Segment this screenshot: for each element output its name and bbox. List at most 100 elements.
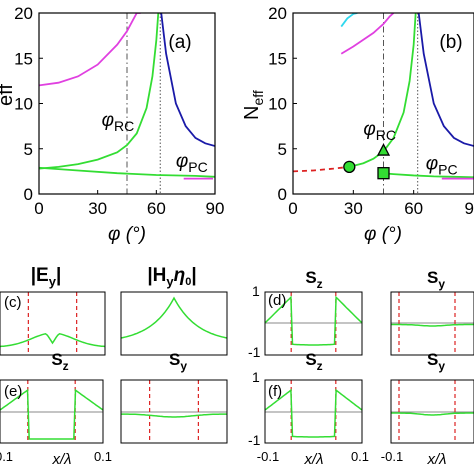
panel-b-xtick-label-2: 60 xyxy=(404,199,423,218)
ytick-f-bottom: -1 xyxy=(248,432,261,448)
title-f2: Sy xyxy=(427,350,445,373)
xlabel-f: x/λ xyxy=(303,451,323,468)
panel-b-annotation-0: φRC xyxy=(363,119,396,143)
xlabel-e: x/λ xyxy=(51,451,71,468)
panel-a-ytick-label-0: 0 xyxy=(24,185,33,204)
title-e1-sub: z xyxy=(63,359,69,373)
panel-a-annotation-0: φRC xyxy=(102,110,135,134)
title-c2-sub: y xyxy=(166,274,174,289)
panel-b-series-1 xyxy=(340,13,395,55)
ytick-d-bottom: -1 xyxy=(248,344,261,360)
panel-b-series-6 xyxy=(293,165,350,173)
title-e1: Sz xyxy=(51,350,68,373)
panel-a-plot-area xyxy=(39,13,215,194)
panel-a-xticks: 0 30 60 90 xyxy=(34,190,224,218)
panel-b-xticks: 0 30 60 9 xyxy=(288,190,474,218)
small-panel-f1-curve xyxy=(265,388,362,438)
small-panel-f2-curve xyxy=(391,412,474,416)
small-panel-d2 xyxy=(390,291,474,356)
small-panel-d2-curve xyxy=(391,323,474,327)
panel-b-xlabel: φ (°) xyxy=(364,224,402,245)
xtick-f1-right: 0.1 xyxy=(351,449,369,464)
panel-a-xlabel: φ (°) xyxy=(108,224,146,245)
title-c1-sub: y xyxy=(49,274,57,289)
panel-b-ytick-label-2: 10 xyxy=(268,95,287,114)
panel-a-yticks: 0 5 10 15 20 xyxy=(14,4,43,204)
small-panel-c2-frame xyxy=(120,291,228,356)
panel-a-clip xyxy=(39,13,215,194)
title-c1-main: |E xyxy=(31,265,49,286)
panel-a-ytick-label-2: 10 xyxy=(14,95,33,114)
panel-a-ytick-label-1: 5 xyxy=(24,140,33,159)
panel-a-xtick-label-3: 90 xyxy=(206,199,225,218)
small-panel-f1 xyxy=(264,379,363,444)
panel-b-xtick-label-3: 9 xyxy=(465,199,474,218)
small-panel-e1-frame xyxy=(0,379,104,444)
panel-b-ylabel-main: N xyxy=(241,106,263,120)
title-c1: |Ey| xyxy=(31,265,62,289)
small-panel-e1 xyxy=(0,379,104,444)
panel-b-plot-area xyxy=(293,13,474,194)
title-c2: |Hyη0| xyxy=(147,265,196,289)
annotation-symbol: φ xyxy=(363,119,375,140)
label-f: (f) xyxy=(268,383,282,400)
small-panel-d1-frame xyxy=(264,291,363,356)
title-d2: Sy xyxy=(427,268,445,291)
title-d1-main: S xyxy=(305,268,316,287)
small-panel-d2-frame xyxy=(390,291,474,356)
title-d1-sub: z xyxy=(317,277,323,291)
title-c2-end: | xyxy=(191,265,196,286)
ytick-d-top: 1 xyxy=(252,283,260,299)
small-panels xyxy=(0,291,474,444)
panel-a-xtick-label-1: 30 xyxy=(88,199,107,218)
small-panel-c2 xyxy=(120,291,228,356)
title-f1-sub: z xyxy=(317,359,323,373)
small-panel-f2 xyxy=(390,379,474,444)
small-panel-c1 xyxy=(0,291,106,356)
annotation-symbol: φ xyxy=(102,110,114,131)
label-c: (c) xyxy=(4,294,22,311)
xlabel-f2: x/λ xyxy=(426,451,446,468)
panel-b-series-2 xyxy=(349,13,417,168)
title-c2-eta: η xyxy=(174,265,186,286)
panel-b-ytick-label-4: 20 xyxy=(268,4,287,23)
panel-a-annotation-1: φPC xyxy=(176,151,208,175)
xtick-e1-left: 0.1 xyxy=(0,449,13,464)
panel-b-label: (b) xyxy=(439,32,462,53)
small-panel-f2-frame xyxy=(390,379,474,444)
xtick-f2-left: -0.1 xyxy=(381,449,403,464)
panel-b-yticks: 0 5 10 15 20 xyxy=(268,4,297,204)
title-d2-sub: y xyxy=(438,277,445,291)
panel-b-marker-triangle xyxy=(376,143,391,156)
panel-b-marker-circle xyxy=(343,160,356,174)
small-panel-d1 xyxy=(264,291,363,356)
panel-a-ytick-label-3: 15 xyxy=(14,49,33,68)
panel-a-series-2 xyxy=(39,166,215,178)
panel-a-series-1 xyxy=(39,13,160,170)
annotation-subscript: RC xyxy=(376,127,396,143)
small-panel-f1-frame xyxy=(264,379,363,444)
panel-b-series-3 xyxy=(381,172,474,179)
small-panel-e2 xyxy=(120,379,228,444)
small-panel-c1-frame xyxy=(0,291,106,356)
title-d2-main: S xyxy=(427,268,438,287)
panel-a-series-3 xyxy=(160,13,215,147)
annotation-subscript: RC xyxy=(114,118,134,134)
panel-b-ytick-label-3: 15 xyxy=(268,49,287,68)
annotation-subscript: PC xyxy=(188,159,207,175)
title-f2-main: S xyxy=(427,350,438,369)
title-f2-sub: y xyxy=(438,359,445,373)
panel-a-xtick-label-0: 0 xyxy=(34,199,43,218)
title-d1: Sz xyxy=(305,268,322,291)
small-panel-c1-curve xyxy=(0,332,105,348)
panel-a-ytick-label-4: 20 xyxy=(14,4,33,23)
title-f1-main: S xyxy=(305,350,316,369)
title-e2-main: S xyxy=(169,350,180,369)
title-e1-main: S xyxy=(51,350,62,369)
small-panel-titles: |Ey| |Hyη0| Sz Sy Sz Sy Sz Sy xyxy=(31,265,446,373)
small-panel-e1-curve xyxy=(0,388,103,440)
label-e: (e) xyxy=(4,383,22,400)
